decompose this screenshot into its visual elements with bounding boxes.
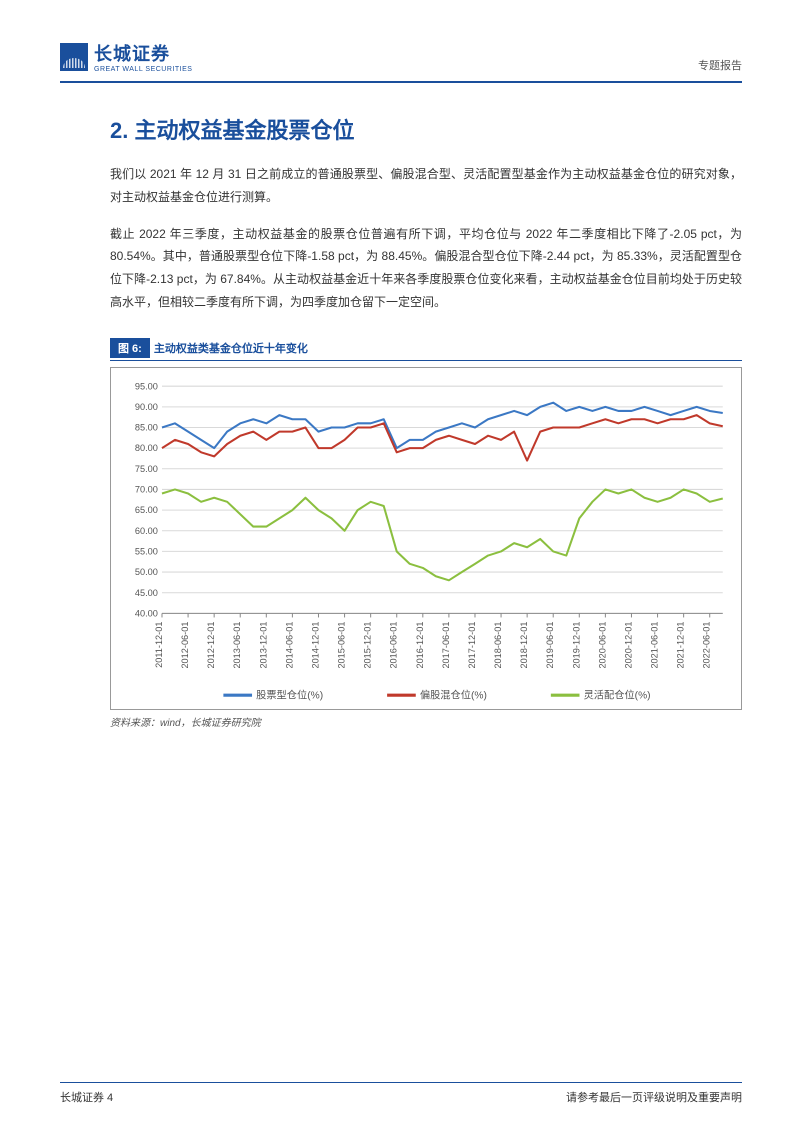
svg-text:2020-06-01: 2020-06-01: [597, 621, 607, 668]
figure-caption: 主动权益类基金仓位近十年变化: [154, 340, 308, 356]
logo-icon: [60, 43, 88, 71]
svg-text:2015-06-01: 2015-06-01: [337, 621, 347, 668]
svg-text:2012-12-01: 2012-12-01: [206, 621, 216, 668]
svg-text:60.00: 60.00: [135, 526, 158, 536]
svg-text:2013-06-01: 2013-06-01: [232, 621, 242, 668]
logo-text: 长城证券 GREAT WALL SECURITIES: [94, 40, 192, 73]
svg-text:2022-06-01: 2022-06-01: [702, 621, 712, 668]
page-footer: 长城证券 4 请参考最后一页评级说明及重要声明: [60, 1082, 742, 1105]
figure-title-row: 图 6: 主动权益类基金仓位近十年变化: [110, 338, 742, 361]
svg-text:2014-06-01: 2014-06-01: [284, 621, 294, 668]
svg-text:2019-12-01: 2019-12-01: [571, 621, 581, 668]
footer-right: 请参考最后一页评级说明及重要声明: [566, 1089, 742, 1105]
figure-badge: 图 6:: [110, 338, 150, 358]
svg-text:2016-06-01: 2016-06-01: [389, 621, 399, 668]
paragraph-1: 我们以 2021 年 12 月 31 日之前成立的普通股票型、偏股混合型、灵活配…: [110, 163, 742, 209]
svg-text:2018-12-01: 2018-12-01: [519, 621, 529, 668]
svg-text:2017-12-01: 2017-12-01: [467, 621, 477, 668]
svg-text:95.00: 95.00: [135, 381, 158, 391]
svg-text:50.00: 50.00: [135, 567, 158, 577]
paragraph-2: 截止 2022 年三季度，主动权益基金的股票仓位普遍有所下调，平均仓位与 202…: [110, 223, 742, 314]
logo: 长城证券 GREAT WALL SECURITIES: [60, 40, 192, 73]
line-chart: 40.00 45.00 50.00 55.00 60.00 65.00 70.00 75.00…: [119, 378, 733, 705]
page: 长城证券 GREAT WALL SECURITIES 专题报告 2. 主动权益基…: [0, 0, 802, 1133]
svg-text:股票型仓位(%): 股票型仓位(%): [256, 688, 323, 701]
section-title: 2. 主动权益基金股票仓位: [110, 113, 742, 145]
chart-container: 40.00 45.00 50.00 55.00 60.00 65.00 70.00 75.00…: [110, 367, 742, 710]
page-header: 长城证券 GREAT WALL SECURITIES 专题报告: [60, 40, 742, 83]
svg-text:2019-06-01: 2019-06-01: [545, 621, 555, 668]
svg-text:40.00: 40.00: [135, 608, 158, 618]
svg-text:65.00: 65.00: [135, 505, 158, 515]
svg-text:2021-06-01: 2021-06-01: [650, 621, 660, 668]
svg-text:2012-06-01: 2012-06-01: [180, 621, 190, 668]
svg-text:2014-12-01: 2014-12-01: [310, 621, 320, 668]
svg-text:2020-12-01: 2020-12-01: [623, 621, 633, 668]
svg-text:偏股混仓位(%): 偏股混仓位(%): [420, 688, 487, 701]
figure-source: 资料来源：wind，长城证券研究院: [110, 714, 742, 729]
svg-text:45.00: 45.00: [135, 588, 158, 598]
svg-text:2013-12-01: 2013-12-01: [258, 621, 268, 668]
footer-left: 长城证券 4: [60, 1089, 113, 1105]
svg-text:2015-12-01: 2015-12-01: [363, 621, 373, 668]
svg-text:75.00: 75.00: [135, 464, 158, 474]
svg-text:80.00: 80.00: [135, 443, 158, 453]
logo-cn: 长城证券: [94, 40, 192, 66]
svg-text:2021-12-01: 2021-12-01: [676, 621, 686, 668]
svg-text:90.00: 90.00: [135, 402, 158, 412]
svg-text:85.00: 85.00: [135, 422, 158, 432]
svg-text:55.00: 55.00: [135, 546, 158, 556]
logo-en: GREAT WALL SECURITIES: [94, 66, 192, 73]
svg-text:2018-06-01: 2018-06-01: [493, 621, 503, 668]
svg-text:2016-12-01: 2016-12-01: [415, 621, 425, 668]
svg-text:2011-12-01: 2011-12-01: [154, 621, 164, 667]
figure-6: 图 6: 主动权益类基金仓位近十年变化 40.00 45.00 50.00 55.00…: [110, 338, 742, 729]
svg-text:2017-06-01: 2017-06-01: [441, 621, 451, 668]
svg-text:70.00: 70.00: [135, 484, 158, 494]
svg-text:灵活配仓位(%): 灵活配仓位(%): [584, 688, 651, 701]
doc-type: 专题报告: [698, 57, 742, 73]
